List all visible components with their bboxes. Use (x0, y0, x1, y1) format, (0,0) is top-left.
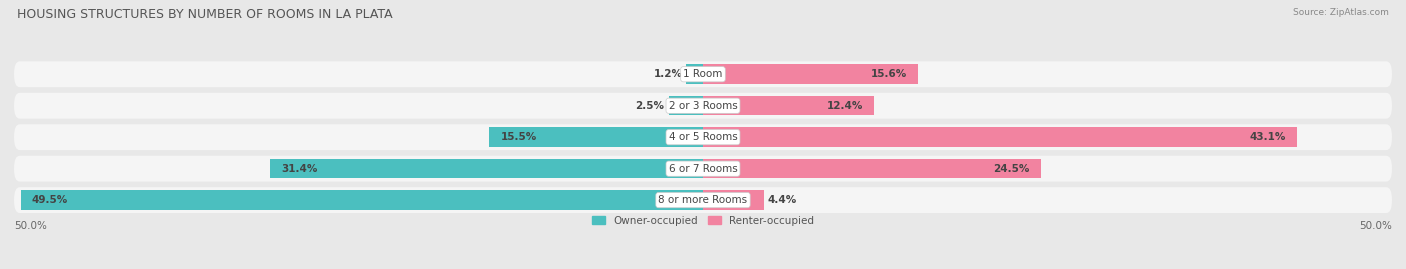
Bar (270, 159, 703, 178)
Bar (489, 128, 703, 147)
Text: 15.6%: 15.6% (870, 69, 907, 79)
Text: 49.5%: 49.5% (32, 195, 69, 205)
Legend: Owner-occupied, Renter-occupied: Owner-occupied, Renter-occupied (589, 213, 817, 229)
Bar (686, 65, 703, 84)
FancyBboxPatch shape (14, 93, 1392, 119)
Bar (703, 190, 763, 210)
FancyBboxPatch shape (14, 61, 1392, 87)
Text: 12.4%: 12.4% (827, 101, 863, 111)
Bar (703, 96, 875, 115)
Text: 1 Room: 1 Room (683, 69, 723, 79)
Text: 8 or more Rooms: 8 or more Rooms (658, 195, 748, 205)
Text: 15.5%: 15.5% (501, 132, 537, 142)
FancyBboxPatch shape (14, 156, 1392, 182)
FancyBboxPatch shape (14, 187, 1392, 213)
Text: 24.5%: 24.5% (993, 164, 1029, 174)
Text: 2 or 3 Rooms: 2 or 3 Rooms (669, 101, 737, 111)
Bar (21, 190, 703, 210)
Text: 1.2%: 1.2% (654, 69, 682, 79)
FancyBboxPatch shape (14, 124, 1392, 150)
Text: 31.4%: 31.4% (281, 164, 318, 174)
Text: 43.1%: 43.1% (1250, 132, 1286, 142)
Bar (703, 65, 918, 84)
Text: 50.0%: 50.0% (1360, 221, 1392, 231)
Text: 2.5%: 2.5% (636, 101, 665, 111)
Text: HOUSING STRUCTURES BY NUMBER OF ROOMS IN LA PLATA: HOUSING STRUCTURES BY NUMBER OF ROOMS IN… (17, 8, 392, 21)
Bar (703, 128, 1296, 147)
Bar (703, 159, 1040, 178)
Text: 50.0%: 50.0% (14, 221, 46, 231)
Text: 4.4%: 4.4% (768, 195, 797, 205)
Text: 4 or 5 Rooms: 4 or 5 Rooms (669, 132, 737, 142)
Bar (669, 96, 703, 115)
Text: 6 or 7 Rooms: 6 or 7 Rooms (669, 164, 737, 174)
Text: Source: ZipAtlas.com: Source: ZipAtlas.com (1294, 8, 1389, 17)
